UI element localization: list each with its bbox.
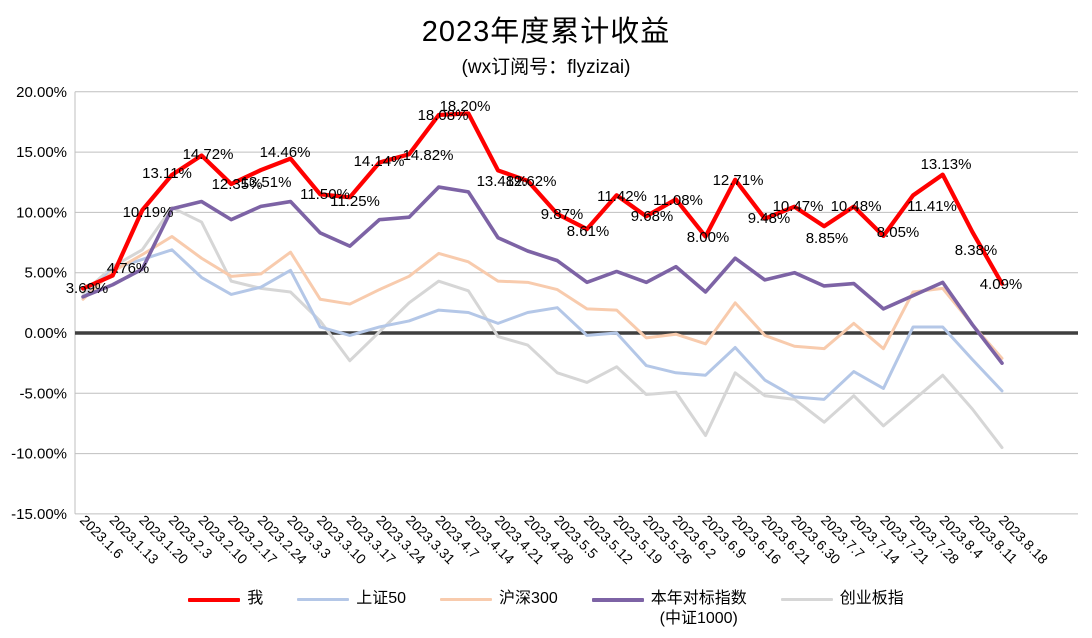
data-label: 18.08%: [418, 107, 469, 124]
data-label: 4.76%: [107, 260, 150, 277]
data-label: 9.68%: [631, 208, 674, 225]
data-label: 13.11%: [142, 165, 192, 182]
data-label: 14.14%: [354, 153, 405, 170]
legend-label-chinext: 创业板指: [839, 590, 904, 607]
series-line-创业板指: [81, 206, 1004, 450]
legend-item-csi300: 沪深300: [440, 589, 558, 609]
legend: 我 上证50 沪深300 本年对标指数 (中证1000) 创业板指: [0, 589, 1092, 629]
data-label: 8.38%: [955, 242, 998, 259]
data-label: 10.47%: [773, 198, 824, 215]
data-label: 9.48%: [748, 210, 791, 227]
data-label: 11.25%: [330, 193, 380, 210]
legend-item-chinext: 创业板指: [780, 589, 904, 609]
data-label: 12.62%: [506, 173, 557, 190]
legend-item-benchmark: 本年对标指数 (中证1000): [591, 589, 747, 629]
data-label: 12.71%: [713, 172, 764, 189]
y-axis-tick-label: -5.00%: [19, 385, 67, 402]
series-line-本年对标指数: [81, 185, 1004, 365]
series-line-沪深300: [81, 235, 1004, 360]
legend-item-me: 我: [188, 589, 263, 609]
legend-label-me: 我: [247, 590, 264, 607]
data-label: 10.19%: [123, 204, 174, 221]
legend-swatch-chinext-icon: [780, 598, 833, 601]
data-label: 14.82%: [403, 147, 454, 164]
legend-swatch-benchmark-icon: [591, 598, 644, 602]
legend-label-csi300: 沪深300: [499, 590, 558, 607]
data-label: 13.48%: [477, 173, 528, 190]
legend-label-benchmark: 本年对标指数: [650, 590, 747, 607]
legend-label-benchmark-line2: (中证1000): [659, 610, 738, 627]
legend-swatch-me-icon: [188, 598, 241, 602]
legend-swatch-sse50-icon: [297, 598, 350, 601]
y-axis-tick-label: -15.00%: [11, 506, 67, 523]
series-line-上证50: [81, 248, 1004, 401]
data-label: 13.51%: [241, 174, 292, 191]
data-label: 12.35%: [212, 176, 263, 193]
data-label: 18.20%: [440, 98, 491, 115]
legend-swatch-csi300-icon: [440, 598, 493, 601]
data-label: 8.61%: [567, 223, 610, 240]
legend-item-sse50: 上证50: [297, 589, 406, 609]
data-label: 8.05%: [877, 224, 920, 241]
y-axis-tick-label: 10.00%: [16, 204, 67, 221]
y-axis-tick-label: 15.00%: [16, 144, 67, 161]
data-label: 11.08%: [653, 192, 703, 209]
data-label: 4.09%: [980, 276, 1023, 293]
y-axis-tick-label: 5.00%: [24, 265, 67, 282]
y-axis-tick-label: 20.00%: [16, 84, 67, 101]
data-label: 13.13%: [921, 156, 972, 173]
data-label: 14.46%: [260, 144, 311, 161]
series-line-我: [80, 111, 1005, 291]
data-label: 10.48%: [831, 198, 882, 215]
data-label: 8.85%: [806, 230, 849, 247]
chart-subtitle: (wx订阅号：flyzizai): [461, 57, 631, 78]
legend-label-sse50: 上证50: [356, 590, 407, 607]
data-label: 11.50%: [300, 186, 350, 203]
data-label: 14.72%: [183, 146, 234, 163]
data-label: 11.41%: [907, 198, 957, 215]
chart-title: 2023年度累计收益: [421, 16, 671, 48]
y-axis-tick-label: 0.00%: [24, 325, 67, 342]
data-label: 8.00%: [687, 229, 730, 246]
y-axis-tick-label: -10.00%: [11, 446, 67, 463]
data-label: 9.87%: [541, 206, 584, 223]
data-label: 11.42%: [597, 188, 647, 205]
data-label: 3.69%: [66, 280, 109, 297]
